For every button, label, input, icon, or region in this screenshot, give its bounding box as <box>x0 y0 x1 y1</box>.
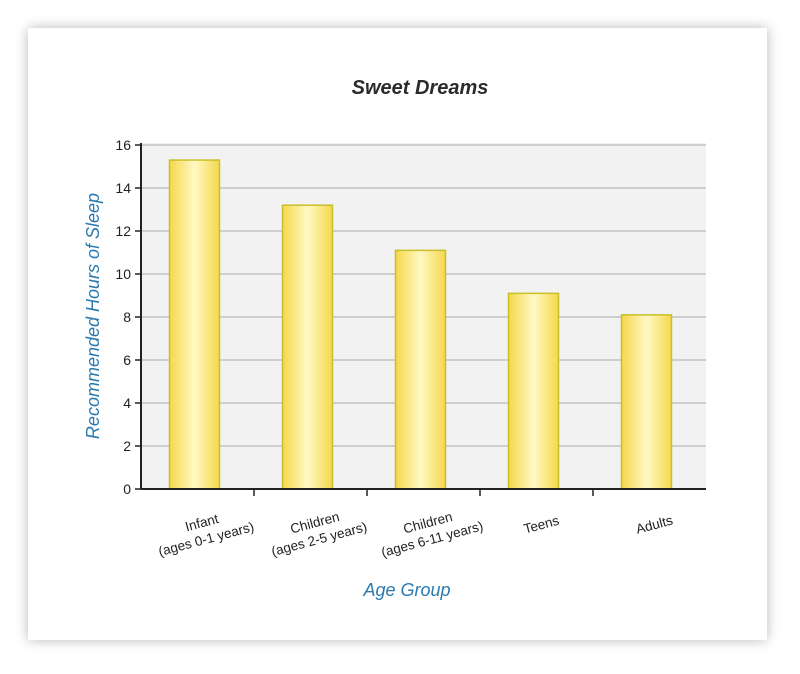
y-tick-label: 12 <box>115 223 131 239</box>
x-tick-label: Children(ages 2-5 years) <box>265 503 368 559</box>
bar <box>507 292 560 490</box>
x-axis-title: Age Group <box>362 580 450 600</box>
y-axis-title: Recommended Hours of Sleep <box>83 193 103 439</box>
y-tick-label: 6 <box>123 352 131 368</box>
bar <box>394 249 447 490</box>
x-tick-label: Children(ages 6-11 years) <box>375 502 485 560</box>
bars <box>168 159 673 490</box>
x-tick-labels: Infant(ages 0-1 years) Children(ages 2-5 … <box>152 502 675 560</box>
x-tick-label: Adults <box>634 512 674 536</box>
bar <box>281 204 334 490</box>
y-tick-label: 4 <box>123 395 131 411</box>
y-tick-labels: 0 2 4 6 8 10 12 14 16 <box>115 137 131 497</box>
y-tick-label: 10 <box>115 266 131 282</box>
x-tick-label: Infant(ages 0-1 years) <box>152 503 255 559</box>
x-tick-label: Teens <box>522 513 561 537</box>
y-tick-label: 0 <box>123 481 131 497</box>
y-tick-label: 2 <box>123 438 131 454</box>
axes <box>135 143 706 496</box>
y-tick-label: 16 <box>115 137 131 153</box>
y-tick-label: 14 <box>115 180 131 196</box>
chart-title: Sweet Dreams <box>352 77 489 99</box>
y-tick-label: 8 <box>123 309 131 325</box>
bar <box>620 314 673 490</box>
bar <box>168 159 221 490</box>
